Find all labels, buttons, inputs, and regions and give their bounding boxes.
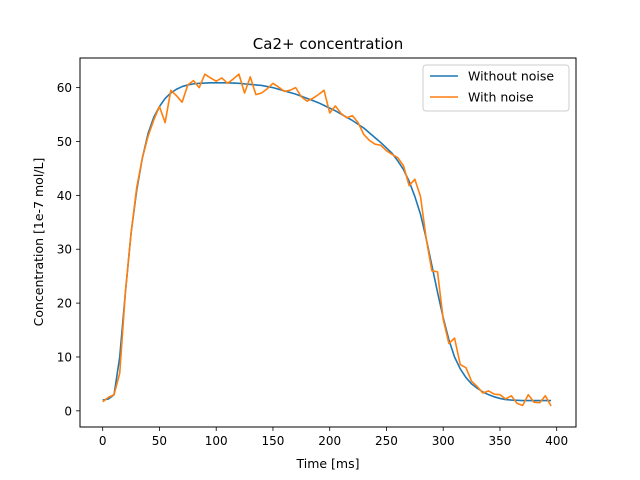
- x-tick-label: 50: [152, 434, 167, 448]
- y-tick-label: 10: [57, 350, 72, 364]
- chart-title: Ca2+ concentration: [253, 35, 403, 53]
- legend-label-with-noise: With noise: [468, 90, 534, 105]
- legend-label-without-noise: Without noise: [468, 69, 554, 84]
- x-tick-label: 0: [99, 434, 107, 448]
- x-tick-label: 250: [375, 434, 398, 448]
- y-tick-label: 0: [64, 404, 72, 418]
- y-tick-label: 20: [57, 297, 72, 311]
- y-tick-label: 30: [57, 243, 72, 257]
- legend-box: [422, 64, 570, 112]
- y-axis-label: Concentration [1e-7 mol/L]: [31, 158, 46, 327]
- x-tick-label: 350: [489, 434, 512, 448]
- axes-frame: [79, 57, 577, 428]
- x-axis-ticks: 0 50 100 150 200 250 300 350 400: [99, 427, 568, 448]
- legend: Without noise With noise: [422, 64, 570, 112]
- y-tick-label: 60: [57, 81, 72, 95]
- x-tick-label: 150: [261, 434, 284, 448]
- x-tick-label: 100: [205, 434, 228, 448]
- y-tick-label: 50: [57, 135, 72, 149]
- series-line-with-noise: [102, 73, 552, 407]
- x-tick-label: 400: [545, 434, 568, 448]
- y-axis-ticks: 0 10 20 30 40 50 60: [57, 81, 80, 418]
- x-tick-label: 200: [318, 434, 341, 448]
- y-tick-label: 40: [57, 189, 72, 203]
- series-line-without-noise: [102, 81, 552, 402]
- x-axis-label: Time [ms]: [295, 456, 359, 471]
- x-tick-label: 300: [432, 434, 455, 448]
- series-layer: [102, 73, 552, 407]
